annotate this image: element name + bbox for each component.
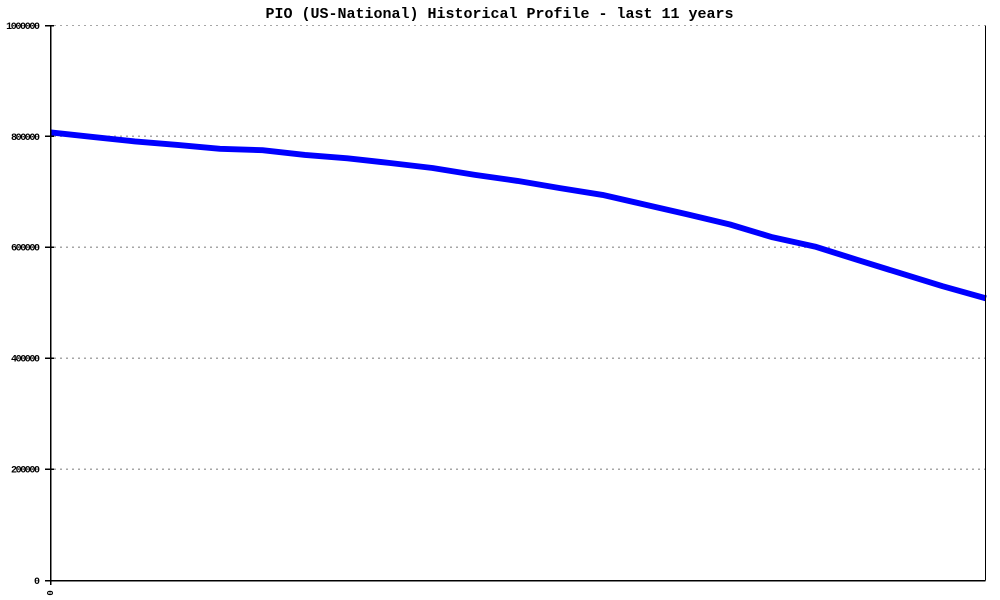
svg-text:1000000: 1000000	[6, 22, 40, 33]
svg-text:400000: 400000	[11, 355, 40, 366]
svg-text:0: 0	[44, 590, 54, 595]
svg-text:PIO (US-National) Historical P: PIO (US-National) Historical Profile - l…	[265, 6, 733, 23]
svg-text:800000: 800000	[11, 133, 40, 144]
svg-text:200000: 200000	[11, 466, 40, 477]
svg-text:0: 0	[34, 577, 40, 588]
svg-text:600000: 600000	[11, 244, 40, 255]
